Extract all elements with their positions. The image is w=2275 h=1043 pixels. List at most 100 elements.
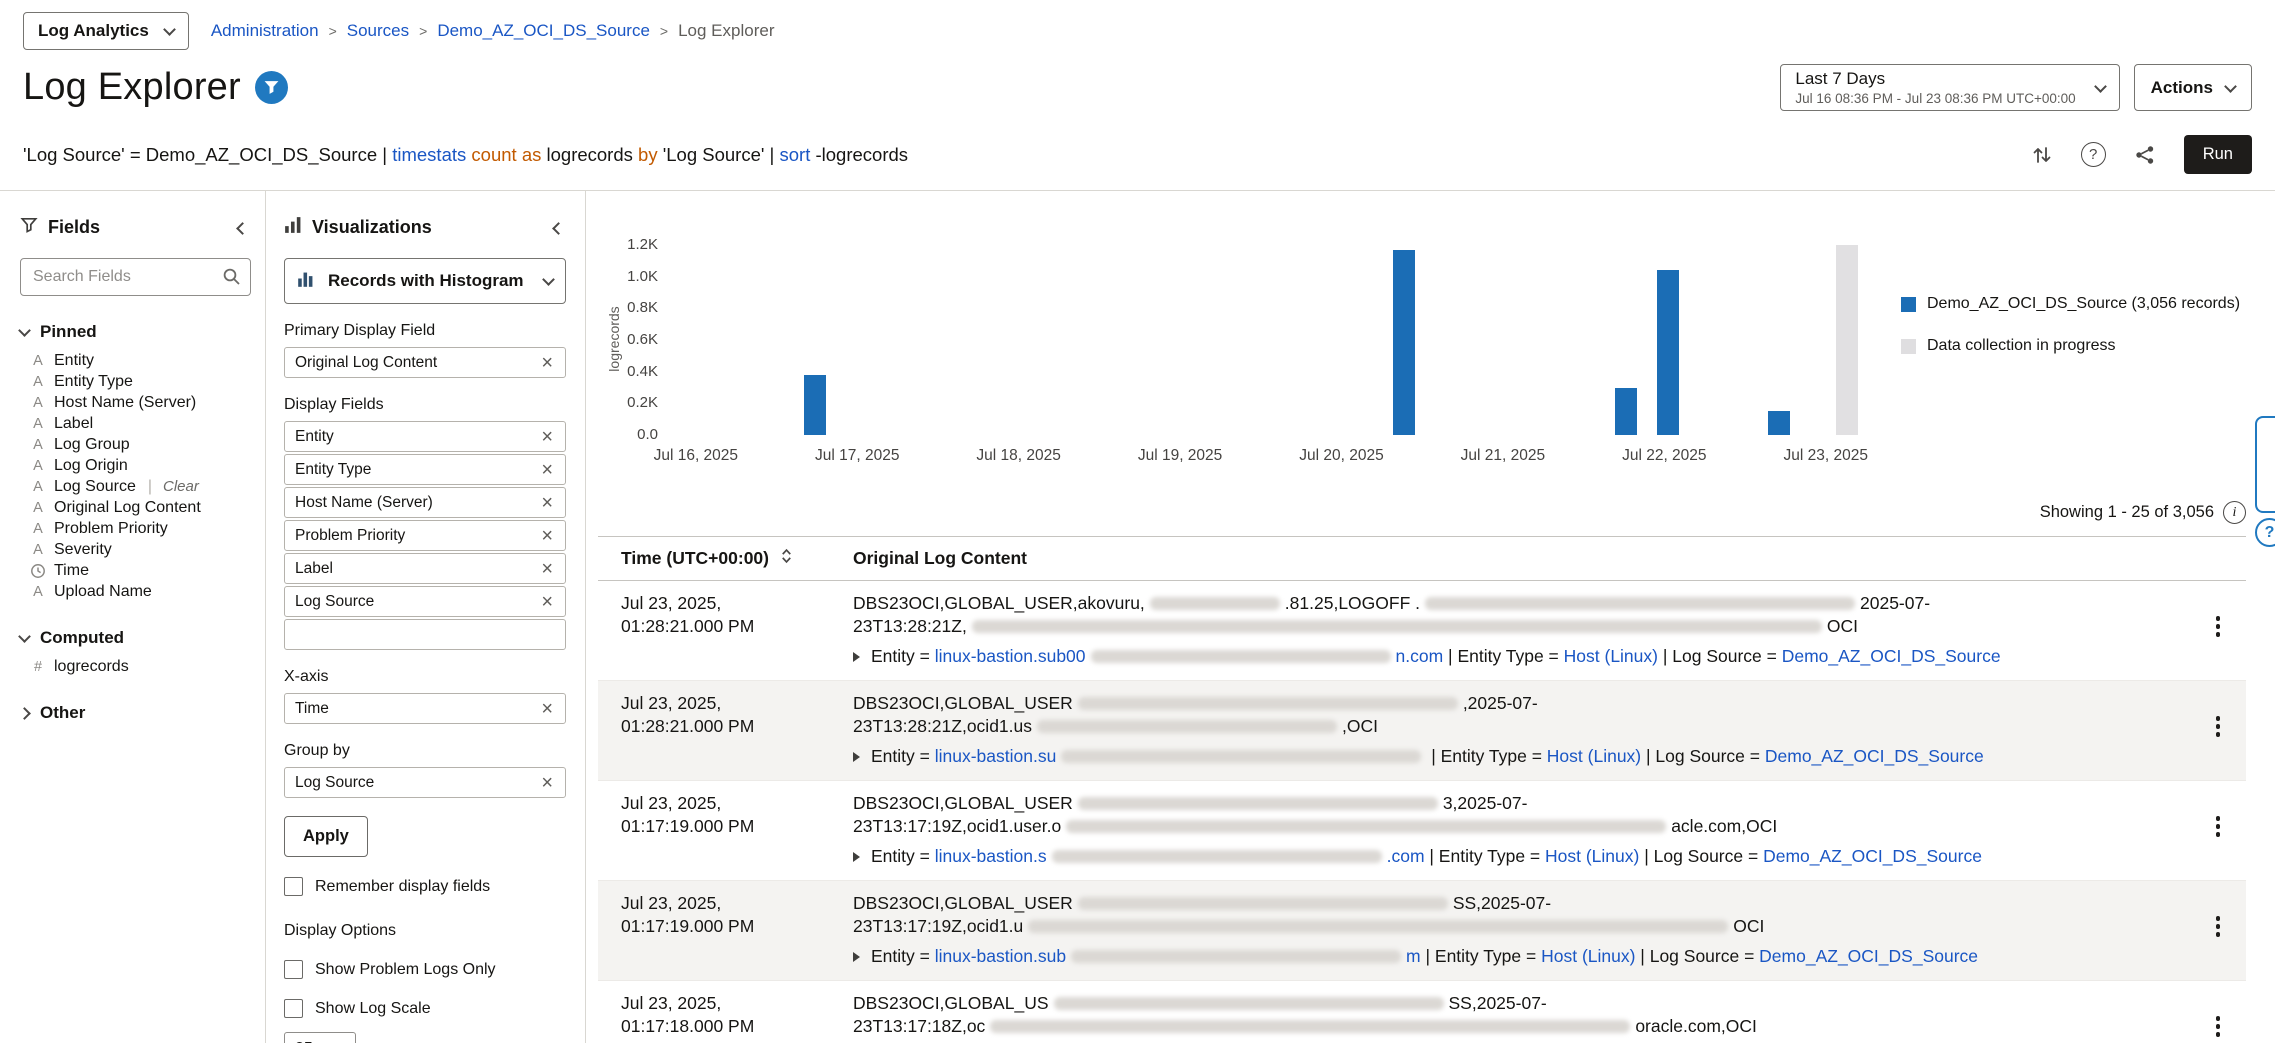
- field-tag[interactable]: Entity Type ×: [284, 454, 566, 485]
- entity-type-link[interactable]: Host (Linux): [1541, 946, 1636, 966]
- log-text-fragment: acle.com,OCI: [1671, 816, 1778, 836]
- remove-icon[interactable]: ×: [533, 699, 561, 719]
- log-entity-line: Entity = linux-bastion.su | Entity Type …: [853, 745, 2190, 768]
- histogram-bar[interactable]: [804, 374, 827, 435]
- swap-vertical-icon[interactable]: [2031, 144, 2053, 166]
- kebab-menu-icon[interactable]: [2212, 812, 2225, 841]
- docked-side-panel-tab[interactable]: [2255, 416, 2275, 513]
- entity-link[interactable]: linux-bastion.s .com: [934, 846, 1425, 866]
- field-item[interactable]: A Log Group: [20, 434, 251, 455]
- remove-icon[interactable]: ×: [533, 559, 561, 579]
- apply-button[interactable]: Apply: [284, 816, 368, 857]
- field-item[interactable]: # logrecords: [20, 656, 251, 677]
- field-tag[interactable]: Log Source ×: [284, 586, 566, 617]
- checkbox[interactable]: [284, 999, 303, 1018]
- field-item[interactable]: A Original Log Content: [20, 497, 251, 518]
- expand-toggle-icon[interactable]: [853, 652, 860, 662]
- log-source-link[interactable]: Demo_AZ_OCI_DS_Source: [1764, 746, 1984, 766]
- expand-toggle-icon[interactable]: [853, 852, 860, 862]
- remove-icon[interactable]: ×: [533, 427, 561, 447]
- data-collection-in-progress-bar[interactable]: [1835, 245, 1858, 435]
- field-item[interactable]: A Upload Name: [20, 581, 251, 602]
- kebab-menu-icon[interactable]: [2212, 712, 2225, 741]
- time-range-picker[interactable]: Last 7 Days Jul 16 08:36 PM - Jul 23 08:…: [1780, 64, 2120, 111]
- expand-toggle-icon[interactable]: [853, 952, 860, 962]
- viz-display-options: Show Problem Logs Only Show Log Scale: [284, 960, 567, 1018]
- query-text[interactable]: 'Log Source' = Demo_AZ_OCI_DS_Source | t…: [23, 144, 2003, 166]
- field-item[interactable]: A Entity Type: [20, 371, 251, 392]
- share-icon[interactable]: [2134, 144, 2156, 166]
- product-switcher[interactable]: Log Analytics: [23, 12, 189, 50]
- floating-help-icon[interactable]: ?: [2255, 518, 2275, 547]
- field-tag-empty-slot[interactable]: [284, 619, 566, 650]
- search-icon: [222, 267, 241, 291]
- field-tag[interactable]: Original Log Content ×: [284, 347, 566, 378]
- breadcrumb-item[interactable]: Demo_AZ_OCI_DS_Source: [437, 21, 650, 40]
- expand-toggle-icon[interactable]: [853, 752, 860, 762]
- legend-item[interactable]: Demo_AZ_OCI_DS_Source (3,056 records): [1901, 295, 2240, 313]
- kebab-menu-icon[interactable]: [2212, 612, 2225, 641]
- field-item[interactable]: Time: [20, 560, 251, 581]
- remove-icon[interactable]: ×: [533, 526, 561, 546]
- chart-type-selector[interactable]: Records with Histogram: [284, 258, 566, 304]
- entity-type-link[interactable]: Host (Linux): [1545, 846, 1640, 866]
- field-item[interactable]: A Severity: [20, 539, 251, 560]
- field-tag-label: Log Source: [295, 773, 375, 791]
- entity-link[interactable]: linux-bastion.sub00 n.com: [934, 646, 1444, 666]
- display-option-row[interactable]: Show Log Scale: [284, 999, 567, 1018]
- checkbox[interactable]: [284, 877, 303, 896]
- histogram-bar[interactable]: [1656, 270, 1679, 435]
- sort-icon[interactable]: [779, 546, 794, 571]
- histogram-bar[interactable]: [1767, 411, 1790, 435]
- info-icon[interactable]: i: [2223, 501, 2246, 524]
- field-tag[interactable]: Label ×: [284, 553, 566, 584]
- remove-icon[interactable]: ×: [533, 773, 561, 793]
- actions-button[interactable]: Actions: [2133, 64, 2252, 111]
- entity-link[interactable]: linux-bastion.sub m: [934, 946, 1421, 966]
- log-source-link[interactable]: Demo_AZ_OCI_DS_Source: [1781, 646, 2001, 666]
- fields-section-header[interactable]: Computed: [18, 628, 251, 648]
- display-option-row[interactable]: Show Problem Logs Only: [284, 960, 567, 979]
- remember-display-fields-option[interactable]: Remember display fields: [284, 877, 567, 896]
- field-clear-link[interactable]: Clear: [163, 478, 199, 495]
- entity-type-link[interactable]: Host (Linux): [1546, 746, 1642, 766]
- remove-icon[interactable]: ×: [533, 592, 561, 612]
- breadcrumb-item[interactable]: Administration: [210, 21, 319, 40]
- remove-icon[interactable]: ×: [533, 353, 561, 373]
- collapse-panel-icon[interactable]: [234, 213, 251, 242]
- remove-icon[interactable]: ×: [533, 493, 561, 513]
- field-tag[interactable]: Problem Priority ×: [284, 520, 566, 551]
- histogram-bar[interactable]: [1614, 387, 1637, 435]
- field-item[interactable]: A Log Source | Clear: [20, 476, 251, 497]
- kebab-menu-icon[interactable]: [2212, 912, 2225, 941]
- field-tag[interactable]: Host Name (Server) ×: [284, 487, 566, 518]
- help-icon[interactable]: ?: [2080, 142, 2106, 167]
- field-item[interactable]: A Log Origin: [20, 455, 251, 476]
- field-item[interactable]: A Host Name (Server): [20, 392, 251, 413]
- filter-badge-icon[interactable]: [254, 71, 288, 104]
- fields-section-header[interactable]: Pinned: [18, 322, 251, 342]
- entity-link[interactable]: linux-bastion.su: [935, 746, 1427, 766]
- log-time-cell: Jul 23, 2025, 01:17:19.000 PM: [598, 792, 853, 868]
- log-source-link[interactable]: Demo_AZ_OCI_DS_Source: [1763, 846, 1982, 866]
- field-item[interactable]: A Label: [20, 413, 251, 434]
- field-tag[interactable]: Log Source ×: [284, 767, 566, 798]
- field-tag[interactable]: Time ×: [284, 693, 566, 724]
- breadcrumb-item[interactable]: Sources: [346, 21, 410, 40]
- field-item[interactable]: A Entity: [20, 350, 251, 371]
- log-source-link[interactable]: Demo_AZ_OCI_DS_Source: [1759, 946, 1979, 966]
- histogram-bar[interactable]: [1393, 249, 1416, 435]
- field-item[interactable]: A Problem Priority: [20, 518, 251, 539]
- column-header-time[interactable]: Time (UTC+00:00): [621, 548, 769, 568]
- kebab-menu-icon[interactable]: [2212, 1012, 2225, 1041]
- fields-section-header[interactable]: Other: [18, 703, 251, 723]
- rows-per-page-control[interactable]: 25: [284, 1032, 567, 1043]
- field-tag[interactable]: Entity ×: [284, 421, 566, 452]
- entity-type-link[interactable]: Host (Linux): [1563, 646, 1658, 666]
- search-fields-input[interactable]: [20, 258, 251, 296]
- collapse-panel-icon[interactable]: [550, 213, 567, 242]
- checkbox[interactable]: [284, 960, 303, 979]
- run-button[interactable]: Run: [2183, 135, 2252, 174]
- legend-item[interactable]: Data collection in progress: [1901, 337, 2240, 355]
- remove-icon[interactable]: ×: [533, 460, 561, 480]
